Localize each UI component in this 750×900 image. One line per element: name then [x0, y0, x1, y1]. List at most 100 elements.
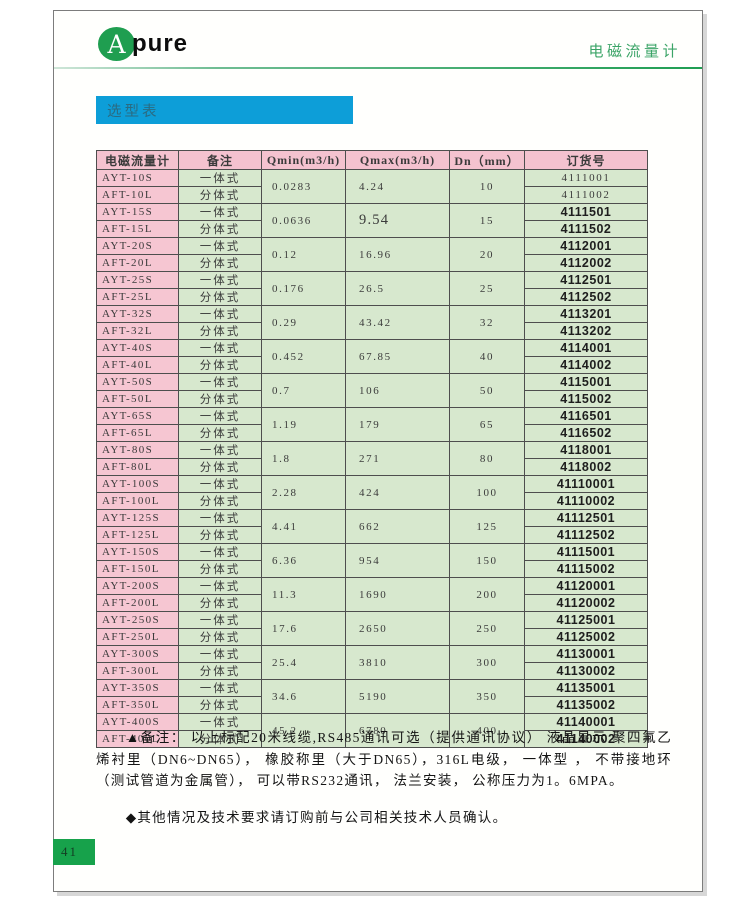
remark-cell: 一体式: [178, 407, 262, 425]
dn-cell: 65: [449, 407, 525, 442]
remark-cell: 分体式: [178, 628, 262, 646]
table-row: AYT-15S 一体式 0.0636 9.54 15 4111501: [96, 203, 648, 238]
qmin-cell: 0.452: [261, 339, 346, 374]
remark-cell: 分体式: [178, 356, 262, 374]
qmin-cell: 2.28: [261, 475, 346, 510]
remark-cell: 一体式: [178, 373, 262, 391]
page-number: 41: [61, 844, 78, 859]
order-number-cell: 4113202: [524, 322, 648, 340]
section-banner: 选型表: [96, 96, 353, 124]
order-number-cell: 4116501: [524, 407, 648, 425]
table-row: AFT-65L 分体式 4116502: [96, 424, 648, 442]
remark-cell: 一体式: [178, 237, 262, 255]
column-header-dn: Dn（mm）: [449, 150, 525, 170]
order-number-cell: 4114001: [524, 339, 648, 357]
model-cell: AFT-200L: [96, 594, 179, 612]
table-row: AFT-25L 分体式 4112502: [96, 288, 648, 306]
qmax-cell: 2650: [345, 611, 450, 646]
dn-cell: 125: [449, 509, 525, 544]
model-cell: AFT-100L: [96, 492, 179, 510]
remark-cell: 分体式: [178, 288, 262, 306]
model-cell: AYT-32S: [96, 305, 179, 323]
order-number-cell: 4111501: [524, 203, 648, 221]
column-header-model: 电磁流量计: [96, 150, 179, 170]
note-other: ◆其他情况及技术要求请订购前与公司相关技术人员确认。: [125, 809, 508, 825]
qmax-cell: 271: [345, 441, 450, 476]
remark-cell: 分体式: [178, 696, 262, 714]
qmin-cell: 0.0636: [261, 203, 346, 238]
model-cell: AFT-40L: [96, 356, 179, 374]
order-number-cell: 41125001: [524, 611, 648, 629]
dn-cell: 10: [449, 169, 525, 204]
remark-cell: 一体式: [178, 339, 262, 357]
qmin-cell: 1.19: [261, 407, 346, 442]
header-divider: [54, 67, 702, 69]
remark-cell: 分体式: [178, 662, 262, 680]
table-row: AFT-10L 分体式 4111002: [96, 186, 648, 204]
qmin-cell: 1.8: [261, 441, 346, 476]
dn-cell: 32: [449, 305, 525, 340]
dn-cell: 350: [449, 679, 525, 714]
page-number-badge: 41: [53, 839, 95, 865]
dn-cell: 150: [449, 543, 525, 578]
dn-cell: 200: [449, 577, 525, 612]
table-row: AYT-50S 一体式 0.7 106 50 4115001: [96, 373, 648, 408]
table-row: AYT-40S 一体式 0.452 67.85 40 4114001: [96, 339, 648, 374]
qmax-cell: 43.42: [345, 305, 450, 340]
remark-cell: 一体式: [178, 577, 262, 595]
model-cell: AFT-10L: [96, 186, 179, 204]
model-cell: AFT-80L: [96, 458, 179, 476]
remark-cell: 一体式: [178, 509, 262, 527]
model-cell: AFT-350L: [96, 696, 179, 714]
order-number-cell: 4113201: [524, 305, 648, 323]
qmax-cell: 26.5: [345, 271, 450, 306]
remark-cell: 一体式: [178, 611, 262, 629]
order-number-cell: 41120002: [524, 594, 648, 612]
remark-cell: 分体式: [178, 560, 262, 578]
qmin-cell: 0.176: [261, 271, 346, 306]
qmax-cell: 16.96: [345, 237, 450, 272]
remark-cell: 分体式: [178, 526, 262, 544]
order-number-cell: 41112501: [524, 509, 648, 527]
remark-cell: 分体式: [178, 322, 262, 340]
order-number-cell: 4112002: [524, 254, 648, 272]
model-cell: AFT-32L: [96, 322, 179, 340]
qmax-cell: 4.24: [345, 169, 450, 204]
dn-cell: 250: [449, 611, 525, 646]
qmin-cell: 34.6: [261, 679, 346, 714]
model-cell: AYT-250S: [96, 611, 179, 629]
note-remark: ▲备注： 以上标配20米线缆,RS485通讯可选（提供通讯协议） 液晶显示 聚四…: [96, 730, 672, 788]
model-cell: AYT-40S: [96, 339, 179, 357]
remark-cell: 一体式: [178, 169, 262, 187]
model-cell: AFT-250L: [96, 628, 179, 646]
remark-cell: 一体式: [178, 475, 262, 493]
table-row: AFT-100L 分体式 41110002: [96, 492, 648, 510]
order-number-cell: 4118001: [524, 441, 648, 459]
remark-cell: 分体式: [178, 390, 262, 408]
table-row: AFT-150L 分体式 41115002: [96, 560, 648, 578]
remark-cell: 分体式: [178, 186, 262, 204]
order-number-cell: 4112501: [524, 271, 648, 289]
brand-logo-letter: A: [107, 29, 126, 59]
brand-logo: A pure: [98, 26, 188, 62]
order-number-cell: 4111002: [524, 186, 648, 204]
remark-cell: 一体式: [178, 543, 262, 561]
table-row: AYT-20S 一体式 0.12 16.96 20 4112001: [96, 237, 648, 272]
model-cell: AYT-200S: [96, 577, 179, 595]
model-cell: AFT-150L: [96, 560, 179, 578]
model-cell: AYT-125S: [96, 509, 179, 527]
dn-cell: 50: [449, 373, 525, 408]
order-number-cell: 41115001: [524, 543, 648, 561]
table-row: AYT-25S 一体式 0.176 26.5 25 4112501: [96, 271, 648, 306]
qmax-cell: 179: [345, 407, 450, 442]
table-row: AFT-250L 分体式 41125002: [96, 628, 648, 646]
qmin-cell: 4.41: [261, 509, 346, 544]
qmin-cell: 0.29: [261, 305, 346, 340]
brand-logo-text: pure: [132, 30, 189, 57]
qmax-cell: 1690: [345, 577, 450, 612]
table-body: AYT-10S 一体式 0.0283 4.24 10 4111001 AFT-10L 分体式 4…: [96, 169, 648, 748]
table-row: AYT-400S 一体式 45.2 6780 400 41140001: [96, 713, 648, 748]
table-row: AYT-10S 一体式 0.0283 4.24 10 4111001: [96, 169, 648, 204]
dn-cell: 300: [449, 645, 525, 680]
table-row: AYT-250S 一体式 17.6 2650 250 41125001: [96, 611, 648, 646]
